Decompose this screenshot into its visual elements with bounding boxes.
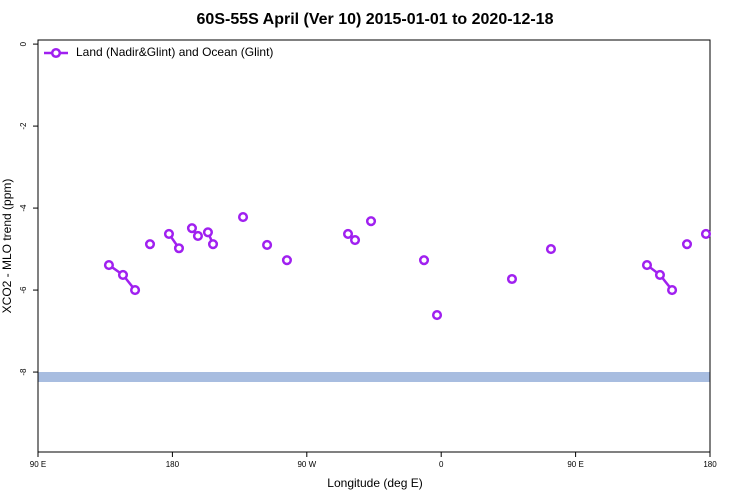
x-tick-label: 180 <box>166 460 180 469</box>
data-point <box>173 243 185 254</box>
data-point <box>641 260 653 271</box>
y-tick-label: -8 <box>19 368 28 376</box>
x-axis-label: Longitude (deg E) <box>327 476 422 490</box>
plot-frame <box>37 39 711 453</box>
data-point <box>202 227 213 238</box>
legend-marker <box>50 47 62 59</box>
data-point <box>681 239 693 250</box>
y-tick-label: -6 <box>19 286 28 294</box>
data-point <box>207 239 219 250</box>
data-point <box>349 235 361 246</box>
data-point <box>654 269 666 280</box>
data-point <box>506 273 518 285</box>
x-tick-label: 90 E <box>567 460 583 469</box>
data-point <box>365 216 377 227</box>
x-tick-label: 180 <box>703 460 717 469</box>
data-point <box>431 310 443 321</box>
data-point <box>163 228 175 239</box>
x-tick-label: 90 E <box>30 460 46 469</box>
data-point <box>186 223 198 234</box>
data-point <box>342 228 354 239</box>
y-axis-label: XCO2 - MLO trend (ppm) <box>0 179 14 314</box>
data-point <box>237 212 249 223</box>
data-point <box>418 255 430 266</box>
data-point <box>281 255 292 266</box>
y-tick-label: -2 <box>19 122 28 130</box>
legend-label: Land (Nadir&Glint) and Ocean (Glint) <box>76 45 273 59</box>
data-point <box>103 260 114 271</box>
data-point <box>117 269 129 280</box>
data-point <box>700 228 712 239</box>
x-tick-label: 90 W <box>297 460 316 469</box>
data-point <box>667 285 678 296</box>
data-point <box>144 239 156 250</box>
x-tick-label: 0 <box>439 460 444 469</box>
y-tick-label: 0 <box>19 41 28 46</box>
y-tick-label: -4 <box>19 204 28 212</box>
data-point <box>130 285 141 296</box>
data-point <box>545 244 557 255</box>
data-point <box>192 230 203 242</box>
data-point <box>262 239 273 251</box>
chart-title: 60S-55S April (Ver 10) 2015-01-01 to 202… <box>197 11 554 28</box>
